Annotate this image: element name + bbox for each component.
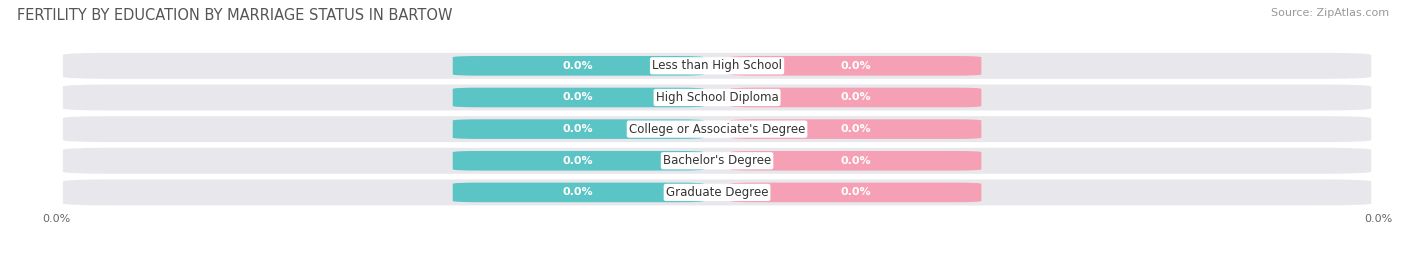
FancyBboxPatch shape xyxy=(730,56,981,76)
FancyBboxPatch shape xyxy=(730,119,981,139)
Text: 0.0%: 0.0% xyxy=(841,124,872,134)
FancyBboxPatch shape xyxy=(730,183,981,202)
Text: College or Associate's Degree: College or Associate's Degree xyxy=(628,123,806,136)
Text: 0.0%: 0.0% xyxy=(562,156,593,166)
Text: Bachelor's Degree: Bachelor's Degree xyxy=(664,154,770,167)
Text: 0.0%: 0.0% xyxy=(841,187,872,197)
Text: Graduate Degree: Graduate Degree xyxy=(666,186,768,199)
FancyBboxPatch shape xyxy=(63,179,1371,206)
Text: 0.0%: 0.0% xyxy=(841,156,872,166)
FancyBboxPatch shape xyxy=(453,151,704,171)
Text: 0.0%: 0.0% xyxy=(562,61,593,71)
FancyBboxPatch shape xyxy=(730,88,981,107)
Text: 0.0%: 0.0% xyxy=(562,124,593,134)
Text: FERTILITY BY EDUCATION BY MARRIAGE STATUS IN BARTOW: FERTILITY BY EDUCATION BY MARRIAGE STATU… xyxy=(17,8,453,23)
FancyBboxPatch shape xyxy=(63,84,1371,111)
FancyBboxPatch shape xyxy=(63,116,1371,142)
Text: 0.0%: 0.0% xyxy=(841,61,872,71)
FancyBboxPatch shape xyxy=(453,119,704,139)
Text: 0.0%: 0.0% xyxy=(562,187,593,197)
FancyBboxPatch shape xyxy=(63,148,1371,174)
Text: 0.0%: 0.0% xyxy=(841,93,872,102)
FancyBboxPatch shape xyxy=(730,151,981,171)
Text: High School Diploma: High School Diploma xyxy=(655,91,779,104)
Text: Less than High School: Less than High School xyxy=(652,59,782,72)
FancyBboxPatch shape xyxy=(453,88,704,107)
FancyBboxPatch shape xyxy=(453,56,704,76)
FancyBboxPatch shape xyxy=(453,183,704,202)
Text: Source: ZipAtlas.com: Source: ZipAtlas.com xyxy=(1271,8,1389,18)
FancyBboxPatch shape xyxy=(63,53,1371,79)
Text: 0.0%: 0.0% xyxy=(562,93,593,102)
